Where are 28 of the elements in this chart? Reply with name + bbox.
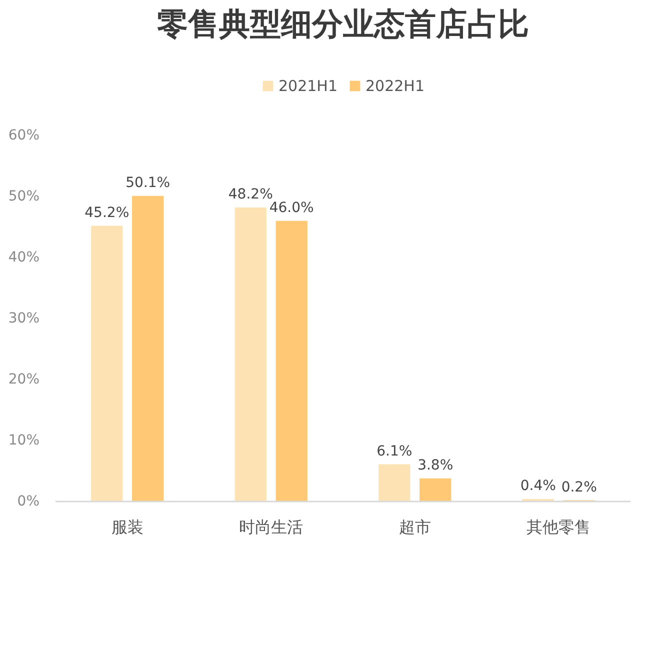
- data-label: 0.2%: [561, 479, 597, 496]
- legend-label: 2022H1: [366, 76, 424, 94]
- y-tick-label: 20%: [8, 372, 40, 388]
- x-tick-label: 超市: [398, 518, 431, 536]
- y-tick-label: 40%: [8, 250, 40, 266]
- y-tick-label: 0%: [17, 494, 40, 510]
- bar: [234, 207, 266, 502]
- data-label: 6.1%: [376, 443, 412, 460]
- data-label: 50.1%: [126, 174, 170, 191]
- y-tick-label: 10%: [8, 432, 40, 448]
- data-label: 0.4%: [520, 478, 556, 494]
- data-label: 3.8%: [418, 457, 454, 474]
- x-tick-label: 服装: [111, 518, 144, 536]
- bar: [420, 478, 452, 502]
- bar: [91, 226, 123, 502]
- y-tick-label: 30%: [8, 310, 40, 326]
- chart-title: 零售典型细分业态首店占比: [157, 6, 529, 42]
- y-tick-label: 60%: [8, 128, 40, 144]
- y-tick-label: 50%: [8, 188, 40, 204]
- x-tick-label: 其他零售: [526, 518, 591, 536]
- legend-label: 2021H1: [278, 76, 338, 94]
- data-label: 48.2%: [228, 186, 273, 202]
- data-label: 46.0%: [269, 200, 314, 216]
- bar: [276, 220, 308, 502]
- x-tick-label: 时尚生活: [239, 518, 304, 536]
- bar: [132, 196, 164, 502]
- data-label: 45.2%: [84, 204, 130, 221]
- bar: [378, 464, 410, 502]
